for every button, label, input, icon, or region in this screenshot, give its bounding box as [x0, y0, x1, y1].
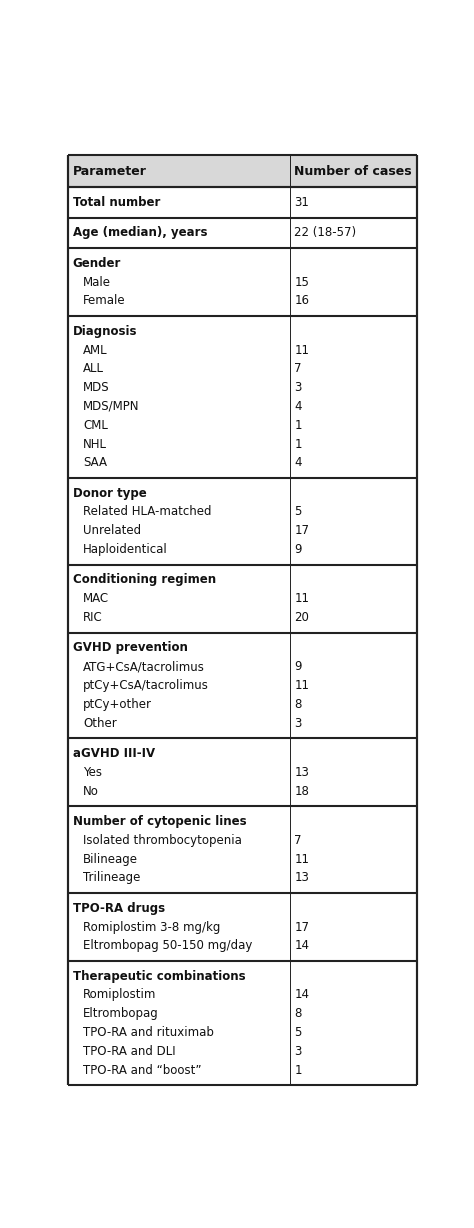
Text: MDS: MDS — [83, 381, 109, 394]
Bar — [68, 316, 418, 478]
Text: ptCy+other: ptCy+other — [83, 698, 152, 711]
Bar — [68, 738, 418, 807]
Text: AML: AML — [83, 344, 108, 356]
Text: 4: 4 — [294, 400, 302, 413]
Text: Isolated thrombocytopenia: Isolated thrombocytopenia — [83, 834, 242, 847]
Text: Yes: Yes — [83, 766, 102, 779]
Text: 17: 17 — [294, 921, 309, 933]
Text: 9: 9 — [294, 543, 302, 556]
Text: Eltrombopag 50-150 mg/day: Eltrombopag 50-150 mg/day — [83, 939, 253, 952]
Text: 18: 18 — [294, 785, 309, 797]
Text: TPO-RA drugs: TPO-RA drugs — [73, 901, 165, 915]
Bar — [68, 632, 418, 738]
Bar — [68, 217, 418, 248]
Text: NHL: NHL — [83, 437, 107, 451]
Text: 3: 3 — [294, 1045, 301, 1057]
Text: Diagnosis: Diagnosis — [73, 324, 137, 338]
Text: Donor type: Donor type — [73, 486, 146, 500]
Text: 1: 1 — [294, 437, 302, 451]
Text: 11: 11 — [294, 679, 309, 693]
Text: Romiplostim 3-8 mg/kg: Romiplostim 3-8 mg/kg — [83, 921, 220, 933]
Text: MDS/MPN: MDS/MPN — [83, 400, 139, 413]
Text: Other: Other — [83, 717, 117, 729]
Text: Conditioning regimen: Conditioning regimen — [73, 573, 216, 587]
Text: Gender: Gender — [73, 257, 121, 270]
Text: 5: 5 — [294, 506, 301, 518]
Bar — [68, 248, 418, 316]
Text: 4: 4 — [294, 457, 302, 469]
Text: 7: 7 — [294, 362, 302, 376]
Bar — [68, 478, 418, 565]
Bar — [68, 807, 418, 893]
Text: 7: 7 — [294, 834, 302, 847]
Text: aGVHD III-IV: aGVHD III-IV — [73, 747, 155, 760]
Text: 9: 9 — [294, 661, 302, 673]
Bar — [68, 155, 418, 188]
Text: 8: 8 — [294, 698, 301, 711]
Text: ptCy+CsA/tacrolimus: ptCy+CsA/tacrolimus — [83, 679, 209, 693]
Text: 5: 5 — [294, 1027, 301, 1039]
Text: 31: 31 — [294, 196, 309, 209]
Text: 11: 11 — [294, 344, 309, 356]
Text: 14: 14 — [294, 989, 309, 1002]
Text: ALL: ALL — [83, 362, 104, 376]
Text: Haploidentical: Haploidentical — [83, 543, 168, 556]
Text: MAC: MAC — [83, 592, 109, 605]
Text: Parameter: Parameter — [73, 165, 146, 178]
Text: 1: 1 — [294, 419, 302, 432]
Text: CML: CML — [83, 419, 108, 432]
Bar — [68, 565, 418, 632]
Text: 16: 16 — [294, 295, 309, 307]
Text: 22 (18-57): 22 (18-57) — [294, 226, 356, 239]
Text: 20: 20 — [294, 612, 309, 624]
Text: ATG+CsA/tacrolimus: ATG+CsA/tacrolimus — [83, 661, 205, 673]
Text: Bilineage: Bilineage — [83, 852, 138, 866]
Text: Number of cases: Number of cases — [294, 165, 412, 178]
Text: 17: 17 — [294, 524, 309, 538]
Text: Female: Female — [83, 295, 126, 307]
Text: 11: 11 — [294, 852, 309, 866]
Text: 14: 14 — [294, 939, 309, 952]
Text: Unrelated: Unrelated — [83, 524, 141, 538]
Text: Male: Male — [83, 275, 111, 289]
Text: Number of cytopenic lines: Number of cytopenic lines — [73, 815, 246, 828]
Text: TPO-RA and “boost”: TPO-RA and “boost” — [83, 1063, 201, 1077]
Text: 13: 13 — [294, 766, 309, 779]
Text: Trilineage: Trilineage — [83, 872, 140, 884]
Text: No: No — [83, 785, 99, 797]
Bar — [68, 188, 418, 217]
Text: 3: 3 — [294, 381, 301, 394]
Text: GVHD prevention: GVHD prevention — [73, 641, 188, 655]
Bar — [68, 893, 418, 962]
Text: RIC: RIC — [83, 612, 103, 624]
Text: SAA: SAA — [83, 457, 107, 469]
Text: 15: 15 — [294, 275, 309, 289]
Text: Total number: Total number — [73, 196, 160, 209]
Text: 13: 13 — [294, 872, 309, 884]
Text: 11: 11 — [294, 592, 309, 605]
Text: 1: 1 — [294, 1063, 302, 1077]
Text: 8: 8 — [294, 1007, 301, 1020]
Text: Therapeutic combinations: Therapeutic combinations — [73, 970, 245, 982]
Text: TPO-RA and rituximab: TPO-RA and rituximab — [83, 1027, 214, 1039]
Text: TPO-RA and DLI: TPO-RA and DLI — [83, 1045, 176, 1057]
Text: Eltrombopag: Eltrombopag — [83, 1007, 159, 1020]
Text: Romiplostim: Romiplostim — [83, 989, 156, 1002]
Text: Related HLA-matched: Related HLA-matched — [83, 506, 211, 518]
Bar — [68, 962, 418, 1086]
Text: 3: 3 — [294, 717, 301, 729]
Text: Age (median), years: Age (median), years — [73, 226, 207, 239]
